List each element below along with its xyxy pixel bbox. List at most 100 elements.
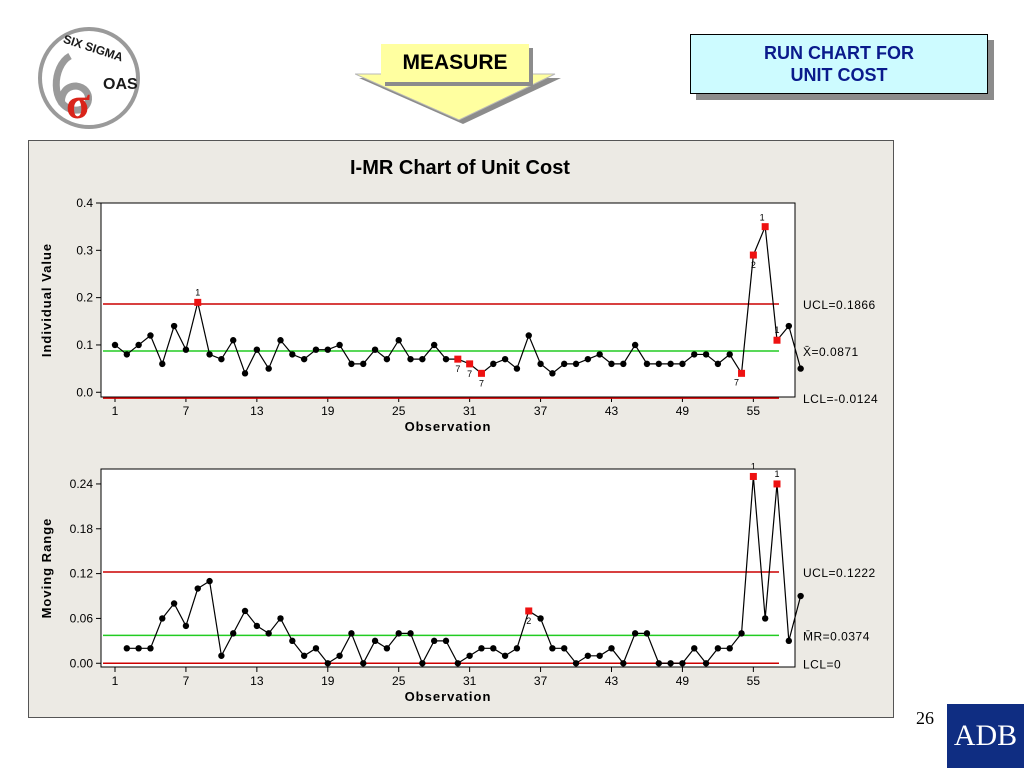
flagged-point [749, 472, 757, 480]
data-point [584, 652, 592, 659]
x-tick-label: 19 [321, 674, 335, 688]
y-tick-label: 0.00 [70, 656, 94, 670]
y-tick-label: 0.0 [76, 385, 93, 399]
data-point [549, 645, 556, 652]
x-tick-label: 25 [392, 674, 406, 688]
control-limit-label: LCL=0 [803, 657, 841, 671]
y-tick-label: 0.3 [76, 243, 93, 257]
x-tick-label: 19 [321, 404, 335, 418]
x-tick-label: 7 [183, 674, 190, 688]
data-point [525, 332, 532, 339]
flagged-point [761, 223, 769, 231]
data-point [785, 322, 793, 330]
data-point [277, 615, 284, 622]
data-point [691, 645, 698, 652]
moving-range-chart: 0.00 0.06 0.12 0.18 0.24 1 7 13 19 25 31 37 43 49 55 Ob… [39, 461, 876, 704]
data-point [336, 652, 343, 659]
y-tick-label: 0.24 [70, 477, 94, 491]
data-point [679, 360, 686, 368]
series-line [126, 476, 802, 665]
flagged-point [454, 355, 462, 363]
control-limit-label: UCL=0.1222 [803, 566, 876, 580]
data-point [111, 341, 119, 349]
x-tick-label: 37 [534, 404, 548, 418]
data-point [135, 645, 142, 652]
data-point [383, 645, 391, 652]
data-point [324, 660, 331, 667]
data-point [738, 630, 745, 637]
data-point [430, 637, 438, 645]
data-point [300, 355, 308, 363]
plot-area [100, 202, 796, 398]
flagged-point [466, 360, 474, 368]
data-point [419, 660, 426, 667]
data-point [561, 360, 568, 368]
data-point [312, 645, 320, 652]
y-tick-label: 0.12 [70, 567, 94, 581]
x-axis-label: Observation [405, 689, 492, 704]
data-point [159, 360, 166, 368]
control-limit-label: LCL=-0.0124 [803, 392, 878, 406]
control-limit-label: UCL=0.1866 [803, 298, 876, 312]
flag-label: 2 [526, 616, 531, 626]
data-point [631, 630, 639, 637]
data-point [289, 637, 296, 645]
flagged-point [194, 298, 202, 306]
data-point [596, 351, 603, 358]
x-tick-label: 55 [747, 674, 761, 688]
data-point [253, 622, 261, 630]
data-point [442, 637, 450, 645]
data-point [490, 360, 497, 368]
data-point [383, 355, 391, 363]
control-limit-label: M̄R=0.0374 [803, 629, 870, 643]
data-point [466, 652, 473, 659]
individuals-chart: 0.0 0.1 0.2 0.3 0.4 1 7 13 19 25 31 37 43 49 55 Observa… [39, 196, 878, 434]
flag-label: 1 [774, 469, 779, 479]
data-point [312, 346, 320, 353]
data-point [643, 630, 651, 637]
flagged-point [477, 369, 485, 377]
page-number: 26 [916, 708, 934, 728]
data-point [135, 341, 142, 349]
data-point [631, 341, 639, 349]
data-point [643, 360, 651, 368]
chart-title: I-MR Chart of Unit Cost [350, 157, 570, 179]
data-point [608, 645, 615, 652]
data-point [501, 355, 509, 363]
data-point [230, 630, 237, 637]
data-point [241, 607, 249, 615]
plot-area [100, 468, 796, 668]
data-point [123, 351, 131, 358]
data-point [324, 346, 331, 353]
flag-label: 7 [734, 377, 739, 387]
slide-title-line2: UNIT COST [790, 65, 888, 85]
x-tick-label: 55 [747, 404, 761, 418]
data-point [714, 645, 722, 652]
flag-label: 1 [751, 461, 756, 471]
data-point [454, 660, 462, 667]
data-point [336, 341, 343, 349]
data-point [714, 360, 722, 368]
imr-chart-panel: I-MR Chart of Unit Cost 0.0 0.1 0.2 0.3 0.4 1… [28, 140, 894, 718]
x-tick-label: 49 [676, 674, 690, 688]
logo-sigma: σ [66, 79, 90, 128]
data-point [702, 660, 710, 667]
data-point [265, 365, 272, 372]
data-point [395, 630, 402, 637]
data-point [123, 645, 131, 652]
x-tick-label: 43 [605, 404, 619, 418]
flag-label: 7 [479, 378, 484, 388]
data-point [442, 355, 450, 363]
data-point [797, 592, 804, 600]
data-point [348, 630, 355, 637]
x-tick-label: 37 [534, 674, 548, 688]
data-point [182, 622, 190, 630]
data-point [667, 360, 674, 368]
data-point [182, 346, 190, 353]
data-point [218, 652, 225, 659]
data-point [667, 660, 674, 667]
flag-label: 2 [751, 260, 756, 270]
data-point [159, 615, 166, 622]
data-point [702, 351, 710, 358]
data-point [726, 645, 733, 652]
